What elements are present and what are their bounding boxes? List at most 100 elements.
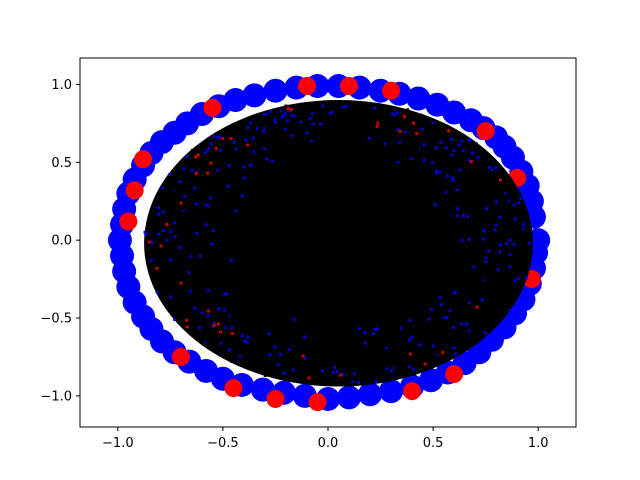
data-point-black: [434, 359, 438, 363]
data-point-black: [150, 258, 154, 262]
data-point-black: [382, 356, 386, 360]
data-point-black: [210, 183, 214, 187]
data-point-black: [274, 121, 278, 125]
data-point-red-small: [375, 124, 379, 128]
data-point-black: [182, 208, 186, 212]
data-point-black: [467, 328, 471, 332]
data-point-black: [155, 269, 159, 273]
data-point-black: [273, 118, 277, 122]
data-point-black: [384, 348, 388, 352]
data-point-black: [522, 213, 526, 217]
data-point-black: [512, 203, 516, 207]
data-point-black: [474, 253, 478, 257]
data-point-black: [406, 108, 410, 112]
data-point-black: [355, 125, 359, 129]
data-point-black: [345, 360, 349, 364]
data-point-black: [496, 180, 500, 184]
data-point-black: [268, 167, 272, 171]
data-point-black: [363, 341, 367, 345]
data-point-red: [308, 393, 327, 412]
data-point-red: [382, 81, 401, 100]
data-point-black: [321, 104, 325, 108]
data-point-black: [243, 339, 247, 343]
data-point-black: [197, 166, 201, 170]
data-point-red-small: [212, 323, 216, 327]
data-point-black: [269, 110, 273, 114]
data-point-black: [430, 307, 434, 311]
data-point-black: [388, 121, 392, 125]
data-point-black: [241, 294, 245, 298]
data-point-black: [181, 322, 185, 326]
data-point-black: [390, 112, 394, 116]
data-point-black: [350, 383, 354, 387]
data-point-black: [333, 365, 337, 369]
data-point-black: [447, 195, 451, 199]
data-point-black: [422, 143, 426, 147]
data-point-black: [276, 111, 280, 115]
data-point-black: [434, 169, 438, 173]
data-point-black: [265, 157, 269, 161]
data-point-black: [461, 250, 465, 254]
x-tick-label: 1.0: [528, 436, 549, 451]
y-tick-label: 0.5: [51, 156, 72, 171]
data-point-black: [335, 369, 339, 373]
data-point-black: [439, 303, 443, 307]
data-point-black: [174, 286, 178, 290]
data-point-black: [498, 215, 502, 219]
data-point-black: [427, 182, 431, 186]
data-point-black: [203, 151, 207, 155]
data-point-black: [496, 169, 500, 173]
data-point-black: [222, 308, 226, 312]
data-point-black: [374, 380, 378, 384]
data-point-black: [446, 325, 450, 329]
data-point-black: [160, 290, 164, 294]
data-point-black: [344, 104, 348, 108]
data-point-black: [393, 113, 397, 117]
data-point-black: [474, 142, 478, 146]
data-point-black: [246, 335, 250, 339]
data-point-black: [252, 351, 256, 355]
data-point-black: [270, 371, 274, 375]
data-point-black: [305, 131, 309, 135]
data-point-black: [269, 129, 273, 133]
data-point-black: [333, 381, 337, 385]
data-point-black: [452, 291, 456, 295]
data-point-black: [460, 139, 464, 143]
data-point-black: [437, 354, 441, 358]
data-point-black: [198, 296, 202, 300]
data-point-black: [482, 253, 486, 257]
data-point-black: [263, 126, 267, 130]
data-point-black: [360, 377, 364, 381]
data-point-black: [185, 155, 189, 159]
data-point-red-small: [398, 129, 402, 133]
data-point-black: [249, 360, 253, 364]
data-point-black: [197, 291, 201, 295]
data-point-black: [173, 235, 177, 239]
data-point-black: [404, 119, 408, 123]
data-point-black: [461, 245, 465, 249]
data-point-black: [285, 119, 289, 123]
data-point-black: [452, 346, 456, 350]
data-point-black: [516, 277, 520, 281]
data-point-black: [501, 190, 505, 194]
data-point-black: [396, 111, 400, 115]
data-point-black: [510, 230, 514, 234]
data-point-black: [183, 317, 187, 321]
data-point-black: [480, 298, 484, 302]
data-point-black: [523, 243, 527, 247]
data-point-black: [341, 372, 345, 376]
data-point-black: [240, 145, 244, 149]
data-point-black: [182, 167, 186, 171]
data-point-black: [370, 356, 374, 360]
data-point-black: [476, 175, 480, 179]
data-point-black: [213, 208, 217, 212]
data-point-black: [264, 112, 268, 116]
data-point-black: [517, 201, 521, 205]
data-point-black: [331, 370, 335, 374]
data-point-black: [368, 334, 372, 338]
data-point-black: [402, 158, 406, 162]
data-point-black: [178, 303, 182, 307]
data-point-red-small: [412, 121, 416, 125]
data-point-black: [284, 349, 288, 353]
data-point-black: [431, 344, 435, 348]
